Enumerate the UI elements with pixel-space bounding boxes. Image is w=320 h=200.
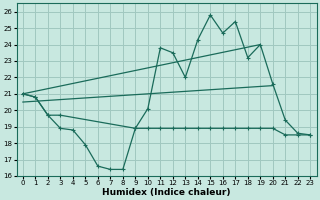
X-axis label: Humidex (Indice chaleur): Humidex (Indice chaleur) <box>102 188 231 197</box>
